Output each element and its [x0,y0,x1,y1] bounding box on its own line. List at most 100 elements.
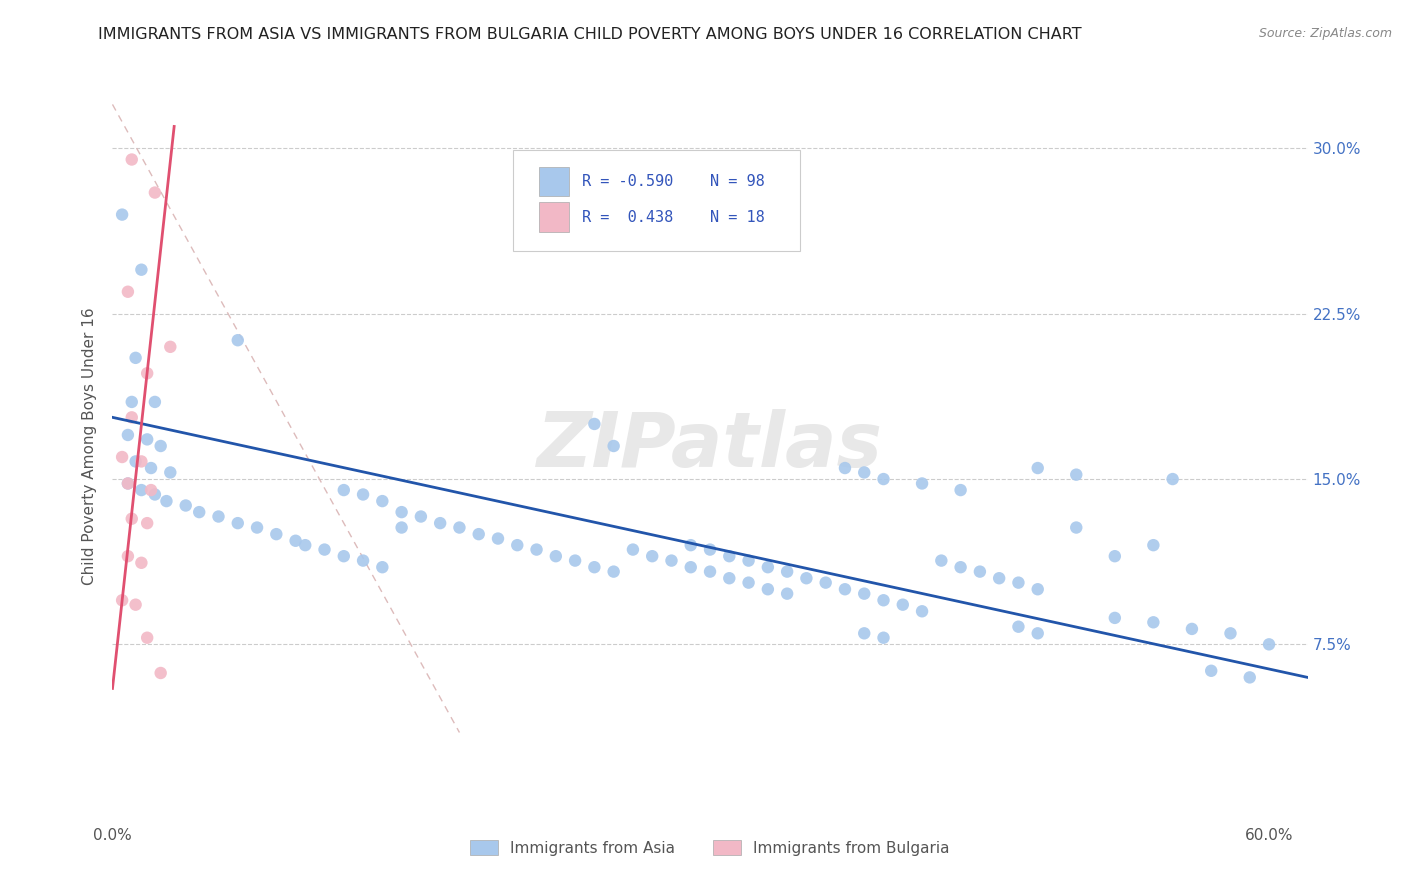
Point [131,556,153,570]
Point [949,560,972,574]
Point [506,538,529,552]
Point [139,483,162,497]
Text: R =  0.438: R = 0.438 [582,210,673,225]
Point [834,582,856,597]
Point [143,487,166,501]
Point [143,186,166,200]
Point [1104,549,1126,564]
Point [117,476,139,491]
Point [1239,670,1261,684]
Point [124,351,146,365]
Point [121,512,143,526]
Point [1142,538,1164,552]
Point [583,560,606,574]
Point [131,483,153,497]
Point [1064,467,1087,482]
Point [776,565,799,579]
Point [1258,637,1281,651]
Point [969,565,991,579]
Point [117,428,139,442]
Point [449,520,471,534]
Point [124,598,146,612]
Point [314,542,336,557]
Point [853,587,876,601]
FancyBboxPatch shape [513,150,800,252]
Point [409,509,432,524]
Point [679,560,702,574]
Point [371,560,394,574]
Point [872,631,894,645]
Point [159,340,181,354]
Point [661,553,683,567]
Point [1026,582,1049,597]
FancyBboxPatch shape [538,167,569,196]
Point [149,665,172,680]
Point [641,549,664,564]
Point [467,527,489,541]
Point [131,454,153,468]
Point [891,598,914,612]
Point [131,262,153,277]
Point [911,604,934,618]
Point [136,516,159,530]
Point [1181,622,1204,636]
Point [352,553,374,567]
Point [136,433,159,447]
Point [149,439,172,453]
Point [111,208,134,222]
Point [621,542,644,557]
Point [699,542,721,557]
Point [718,571,741,585]
Point [294,538,316,552]
Point [226,333,249,347]
Point [1219,626,1241,640]
Text: N = 18: N = 18 [710,210,765,225]
Legend: Immigrants from Asia, Immigrants from Bulgaria: Immigrants from Asia, Immigrants from Bu… [464,833,956,862]
Text: ZIPatlas: ZIPatlas [537,409,883,483]
Point [429,516,451,530]
Point [121,153,143,167]
Y-axis label: Child Poverty Among Boys Under 16: Child Poverty Among Boys Under 16 [82,307,97,585]
Point [117,549,139,564]
Point [352,487,374,501]
Point [136,366,159,380]
Point [1026,626,1049,640]
Point [834,461,856,475]
Point [796,571,818,585]
Point [1064,520,1087,534]
Point [1104,611,1126,625]
Point [526,542,548,557]
Point [117,285,139,299]
Point [1142,615,1164,630]
Point [776,587,799,601]
Point [246,520,269,534]
Point [699,565,721,579]
Point [853,626,876,640]
Point [1007,620,1029,634]
Point [139,461,162,475]
Point [949,483,972,497]
Point [564,553,586,567]
Point [872,593,894,607]
Text: IMMIGRANTS FROM ASIA VS IMMIGRANTS FROM BULGARIA CHILD POVERTY AMONG BOYS UNDER : IMMIGRANTS FROM ASIA VS IMMIGRANTS FROM … [98,27,1083,42]
Point [174,499,197,513]
Point [486,532,509,546]
Point [226,516,249,530]
Point [155,494,177,508]
Point [737,553,759,567]
Point [1007,575,1029,590]
Point [544,549,567,564]
Point [1161,472,1184,486]
Point [188,505,211,519]
Point [124,454,146,468]
Point [583,417,606,431]
Point [1026,461,1049,475]
Point [111,593,134,607]
Point [814,575,837,590]
Point [333,483,356,497]
Point [1199,664,1222,678]
Point [737,575,759,590]
Point [718,549,741,564]
Point [988,571,1011,585]
Point [143,395,166,409]
